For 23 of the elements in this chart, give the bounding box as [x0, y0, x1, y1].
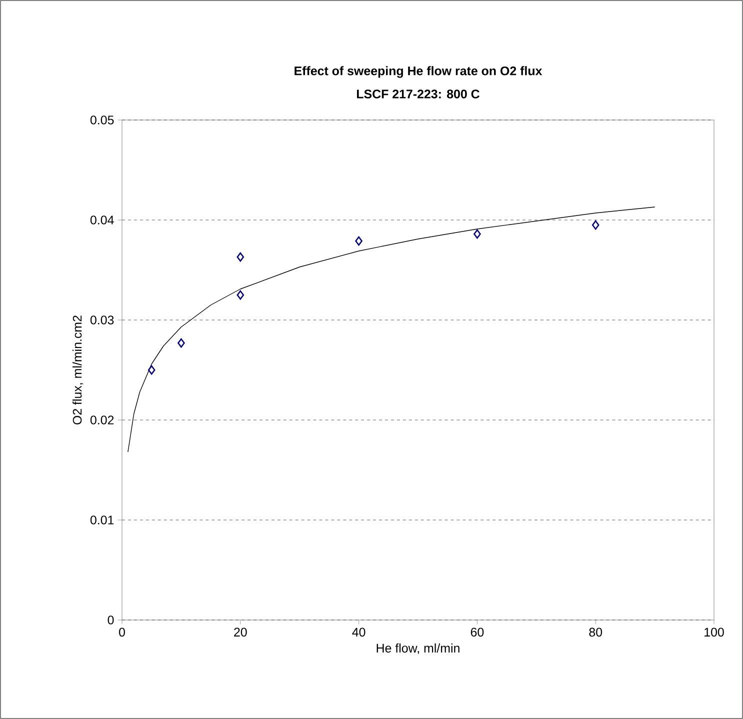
point — [236, 290, 244, 300]
x-tick-label: 100 — [704, 628, 724, 637]
y-tick-label: 0.02 — [90, 416, 114, 424]
point — [474, 229, 481, 239]
y-tick-label: 0.03 — [90, 316, 114, 324]
y-axis-title: O2 flux, ml/min.cm2 — [72, 316, 84, 424]
x-axis-title: He flow, ml/min — [376, 643, 460, 654]
y-tick-label: 0.05 — [90, 116, 114, 124]
point — [592, 220, 600, 230]
point — [236, 252, 244, 262]
y-tick-label: 0.04 — [90, 216, 114, 224]
x-tick-label: 40 — [352, 628, 366, 637]
x-tick-label: 60 — [470, 628, 484, 637]
point — [178, 338, 185, 348]
point — [355, 236, 362, 246]
chart-title: Effect of sweeping He flow rate on O2 flux — [294, 66, 542, 78]
point — [148, 365, 156, 375]
y-tick-label: 0 — [108, 616, 114, 624]
x-tick-label: 0 — [119, 628, 125, 637]
y-tick-label: 0.01 — [90, 516, 114, 524]
chart-subtitle: LSCF 217-223: 800 C — [357, 90, 480, 98]
x-tick-label: 20 — [234, 628, 247, 637]
x-tick-label: 80 — [589, 628, 602, 637]
